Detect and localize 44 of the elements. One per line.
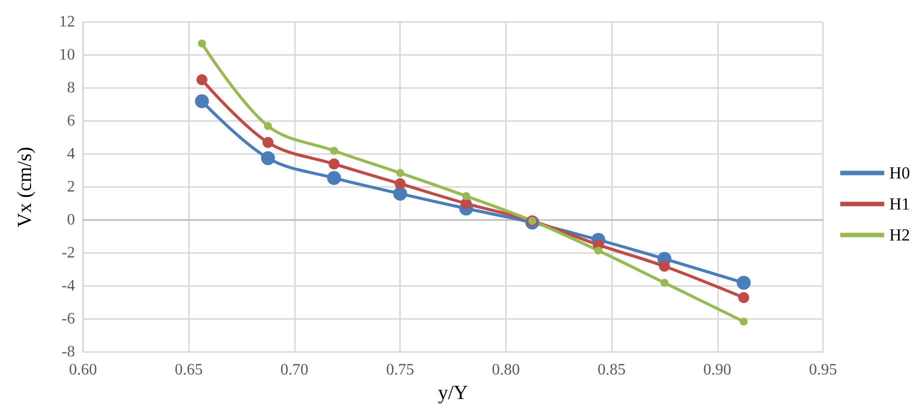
point <box>262 136 274 148</box>
point <box>460 198 472 210</box>
y-tick-label: 2 <box>67 178 75 196</box>
point <box>736 276 751 290</box>
y-tick-label: 12 <box>59 14 75 30</box>
point <box>394 178 406 190</box>
legend-label: H1 <box>889 194 910 214</box>
x-tick-label: 0.65 <box>174 362 203 379</box>
y-tick-label: -4 <box>62 278 75 295</box>
x-tick-label: 0.90 <box>703 362 732 379</box>
y-tick-label: 10 <box>59 46 75 64</box>
y-tick-label: -2 <box>62 244 75 262</box>
point <box>328 158 340 170</box>
x-tick-label: 0.85 <box>598 362 626 379</box>
x-tick-label: 0.60 <box>69 362 97 379</box>
y-tick-label: 6 <box>67 112 75 130</box>
y-tick-label: -8 <box>62 344 75 361</box>
y-tick-label: 8 <box>67 80 75 97</box>
legend-label: H2 <box>889 226 910 244</box>
point <box>327 170 342 185</box>
point <box>462 192 470 200</box>
point <box>738 292 750 304</box>
y-tick-label: 4 <box>67 146 75 163</box>
x-axis-title: y/Y <box>438 382 468 404</box>
point <box>660 278 668 287</box>
point <box>264 122 272 130</box>
x-tick-label: 0.80 <box>492 362 520 379</box>
point <box>196 74 208 86</box>
x-tick-label: 0.70 <box>280 362 308 379</box>
x-tick-label: 0.95 <box>809 362 837 379</box>
y-tick-label: -6 <box>62 310 75 328</box>
point <box>396 169 404 178</box>
point <box>658 260 670 272</box>
point <box>740 318 748 326</box>
point <box>194 94 209 108</box>
point <box>393 186 408 201</box>
x-tick-label: 0.75 <box>386 362 414 379</box>
point <box>594 246 602 255</box>
point <box>261 151 275 166</box>
legend-label: H0 <box>889 164 910 182</box>
y-axis-title: Vx (cm/s) <box>14 146 36 228</box>
y-tick-label: 0 <box>67 212 75 229</box>
point <box>198 39 206 48</box>
point <box>330 146 338 155</box>
